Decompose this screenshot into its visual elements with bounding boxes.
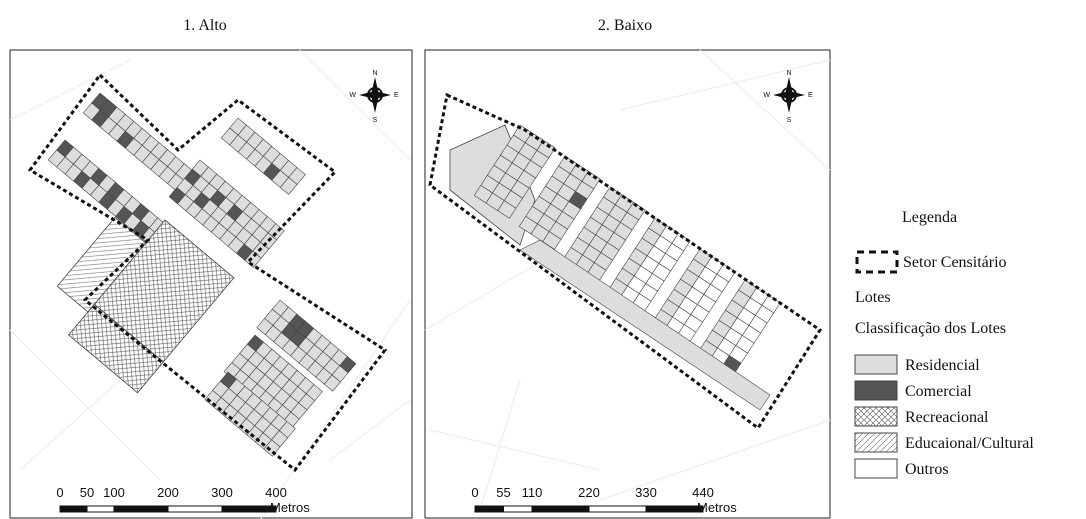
lot-block — [168, 159, 285, 268]
scale-segment — [645, 505, 704, 513]
lot-block — [518, 155, 601, 250]
lot-block — [473, 124, 556, 219]
legend-label: Outros — [905, 461, 949, 478]
scale-label: 100 — [103, 485, 125, 500]
scale-segment — [474, 505, 504, 513]
compass-star — [773, 77, 805, 113]
scale-label: 330 — [635, 485, 657, 500]
lot-block — [220, 117, 306, 195]
lot-block — [608, 217, 691, 312]
compass-label: S — [373, 117, 378, 124]
compass-label: E — [394, 92, 399, 99]
legend-swatch — [854, 354, 898, 375]
streets — [9, 49, 831, 519]
compass-label: N — [372, 70, 377, 77]
scale-segment — [588, 505, 647, 513]
compass: N S W E — [349, 70, 399, 124]
scale-unit: Metros — [270, 500, 310, 515]
legend-title: Legenda — [902, 209, 957, 226]
lot-block — [82, 92, 194, 192]
legend-swatch — [855, 250, 899, 274]
sector-outline — [428, 92, 823, 431]
lot-block — [56, 216, 235, 394]
legend-label: Residencial — [905, 357, 980, 374]
compass-label: E — [808, 92, 813, 99]
lot-block — [204, 371, 296, 457]
compass-label: N — [786, 70, 791, 77]
scale-label: 400 — [265, 485, 287, 500]
legend-label: Recreacional — [905, 409, 989, 426]
lot — [263, 439, 281, 457]
legend-label: Educaional/Cultural — [905, 435, 1034, 452]
scale-label: 110 — [522, 485, 543, 500]
scale-segment — [531, 505, 590, 513]
compass-label: W — [349, 92, 356, 99]
panel-title: 1. Alto — [183, 17, 227, 34]
compass-ring — [781, 87, 797, 103]
sector-outline — [27, 72, 388, 473]
scale-segment — [86, 505, 115, 513]
scale-segment — [167, 505, 223, 513]
lot-block — [698, 279, 781, 374]
scale-label: 440 — [692, 485, 714, 500]
compass-label: S — [787, 117, 792, 124]
lot — [497, 200, 517, 219]
legend-swatch — [854, 432, 898, 453]
map-panel — [47, 92, 357, 457]
legend-swatch — [854, 458, 898, 479]
scale-label: 0 — [56, 485, 63, 500]
panel-title: 2. Baixo — [598, 17, 652, 34]
compass-label: W — [763, 92, 770, 99]
compass-ring — [367, 87, 383, 103]
scale-label: 300 — [211, 485, 233, 500]
scale-label: 0 — [471, 485, 478, 500]
legend-label: Setor Censitário — [903, 254, 1007, 271]
scale-label: 50 — [80, 485, 94, 500]
lot — [279, 177, 298, 195]
lot — [68, 303, 164, 394]
compass-star — [359, 77, 391, 113]
legend-label: Classificação dos Lotes — [855, 320, 1006, 337]
legend: Legenda Setor Censitário Lotes Classific… — [854, 209, 1034, 479]
compass: N S W E — [763, 70, 813, 124]
lot-block — [653, 248, 736, 343]
legend-label: Lotes — [855, 289, 891, 306]
scale-label: 55 — [496, 485, 510, 500]
scale-segment — [221, 505, 277, 513]
legend-label: Comercial — [905, 383, 972, 400]
lot-block — [256, 299, 357, 392]
legend-swatch — [854, 406, 898, 427]
scale-segment — [59, 505, 88, 513]
legend-swatch — [854, 380, 898, 401]
lot-block — [563, 186, 646, 281]
lot — [519, 239, 771, 411]
map-panel — [449, 124, 781, 411]
scale-segment — [503, 505, 533, 513]
scale-label: 200 — [157, 485, 179, 500]
lot — [323, 374, 341, 392]
scale-segment — [113, 505, 169, 513]
scale-label: 220 — [578, 485, 600, 500]
scale-unit: Metros — [697, 500, 737, 515]
